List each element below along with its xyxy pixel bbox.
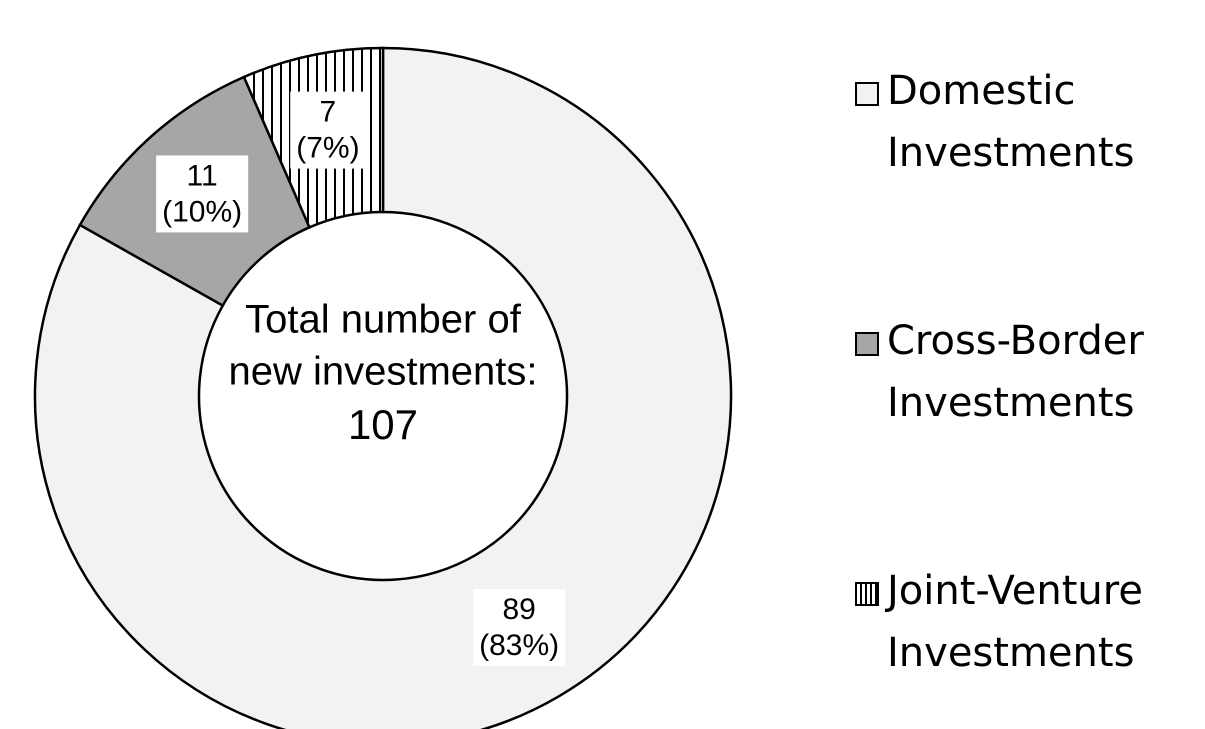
data-label-background xyxy=(473,589,566,667)
legend-label: Cross-Border Investments xyxy=(887,318,1144,426)
data-label: 7(7%) xyxy=(290,91,366,169)
donut-slice xyxy=(33,46,733,729)
data-label-percent: (83%) xyxy=(479,629,559,662)
legend-item: Domestic Investments xyxy=(855,60,1195,184)
data-label-percent: (10%) xyxy=(162,195,242,228)
legend-label: Joint-Venture Investments xyxy=(887,568,1143,676)
data-label: 89(83%) xyxy=(473,589,566,667)
legend-swatch xyxy=(855,82,879,106)
center-label: Total number of xyxy=(245,298,522,342)
center-label: new investments: xyxy=(228,350,537,394)
data-label-value: 11 xyxy=(187,159,218,192)
legend-swatch xyxy=(855,332,879,356)
data-label-percent: (7%) xyxy=(296,132,359,165)
data-label-background xyxy=(290,91,366,169)
data-label-value: 7 xyxy=(320,96,337,129)
legend-swatch xyxy=(855,582,879,606)
legend-item: Cross-Border Investments xyxy=(855,310,1195,434)
center-value: 107 xyxy=(348,401,418,448)
legend-item: Joint-Venture Investments xyxy=(855,560,1195,684)
legend-label: Domestic Investments xyxy=(887,68,1135,176)
data-label-background xyxy=(156,155,249,233)
data-label-value: 89 xyxy=(502,593,535,626)
data-label: 11(10%) xyxy=(156,155,249,233)
